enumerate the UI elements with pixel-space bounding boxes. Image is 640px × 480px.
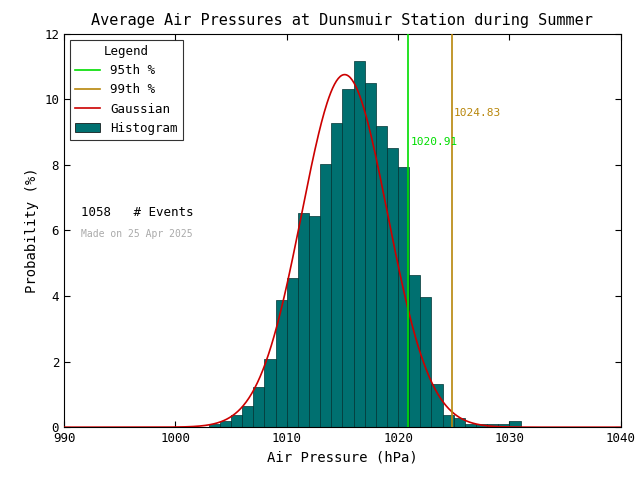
Bar [309,216,320,427]
Bar [365,83,376,427]
Bar [431,384,443,427]
Text: 1020.91: 1020.91 [410,137,458,147]
Bar [465,424,476,427]
Bar [220,421,231,427]
Bar [264,359,276,427]
Text: Made on 25 Apr 2025: Made on 25 Apr 2025 [81,229,193,240]
Bar [298,213,309,427]
Bar [287,278,298,427]
Bar [487,424,499,427]
Bar [242,406,253,427]
Bar [387,148,398,427]
Bar [342,89,353,427]
Bar [253,387,264,427]
Bar [409,276,420,427]
Text: 1058   # Events: 1058 # Events [81,206,193,219]
Bar [454,418,465,427]
Bar [443,415,454,427]
Bar [209,424,220,427]
Text: 1024.83: 1024.83 [454,108,501,118]
Bar [320,164,332,427]
Y-axis label: Probability (%): Probability (%) [24,168,38,293]
Bar [353,61,365,427]
Bar [231,415,242,427]
Legend: 95th %, 99th %, Gaussian, Histogram: 95th %, 99th %, Gaussian, Histogram [70,40,183,140]
Bar [420,297,431,427]
X-axis label: Air Pressure (hPa): Air Pressure (hPa) [267,451,418,465]
Title: Average Air Pressures at Dunsmuir Station during Summer: Average Air Pressures at Dunsmuir Statio… [92,13,593,28]
Bar [398,167,409,427]
Bar [376,126,387,427]
Bar [509,421,520,427]
Bar [276,300,287,427]
Bar [476,424,487,427]
Bar [499,424,509,427]
Bar [332,123,342,427]
